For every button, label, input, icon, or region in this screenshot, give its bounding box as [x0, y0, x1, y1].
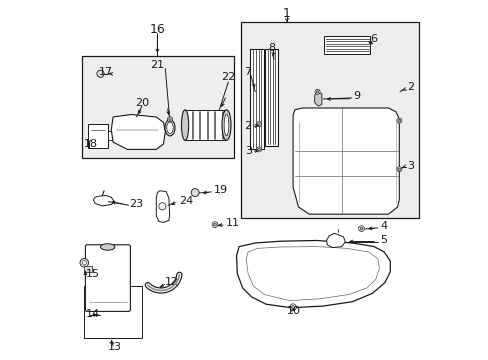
Ellipse shape: [101, 244, 115, 250]
Ellipse shape: [166, 122, 173, 134]
Text: 19: 19: [213, 185, 227, 195]
Ellipse shape: [222, 110, 230, 140]
Text: 22: 22: [221, 72, 235, 82]
Polygon shape: [93, 195, 114, 206]
Circle shape: [159, 203, 166, 210]
Bar: [249, 49, 264, 149]
Polygon shape: [111, 114, 165, 149]
Circle shape: [168, 118, 171, 120]
Text: 11: 11: [225, 218, 239, 228]
Bar: [84, 286, 142, 338]
Circle shape: [359, 227, 362, 230]
Text: 3: 3: [407, 161, 413, 171]
Text: 21: 21: [150, 60, 164, 70]
Circle shape: [80, 258, 88, 267]
Circle shape: [256, 122, 261, 127]
Text: 24: 24: [179, 196, 193, 206]
Circle shape: [191, 189, 199, 197]
Text: 16: 16: [149, 23, 165, 36]
Circle shape: [397, 120, 400, 122]
Circle shape: [257, 148, 260, 150]
Bar: [88, 124, 107, 148]
Circle shape: [212, 222, 218, 228]
Text: 18: 18: [84, 139, 98, 149]
Circle shape: [358, 226, 364, 231]
Text: 10: 10: [286, 306, 301, 316]
Bar: [323, 36, 370, 54]
Circle shape: [314, 89, 320, 94]
Bar: [107, 131, 114, 140]
Circle shape: [397, 168, 400, 170]
FancyBboxPatch shape: [85, 245, 130, 311]
Text: 1: 1: [283, 7, 290, 20]
Polygon shape: [292, 108, 399, 214]
Circle shape: [291, 305, 294, 309]
Text: 4: 4: [380, 221, 387, 231]
Circle shape: [256, 147, 261, 152]
Text: 6: 6: [370, 34, 377, 44]
Text: 20: 20: [135, 98, 149, 108]
Text: 8: 8: [267, 43, 274, 53]
Text: 13: 13: [108, 342, 122, 352]
Text: 7: 7: [244, 67, 251, 77]
Text: 5: 5: [380, 235, 387, 246]
Ellipse shape: [164, 120, 175, 136]
Circle shape: [396, 167, 401, 172]
Bar: [84, 266, 92, 272]
Circle shape: [316, 91, 318, 93]
Ellipse shape: [224, 114, 228, 136]
Circle shape: [97, 70, 104, 77]
Bar: [82, 56, 233, 158]
Polygon shape: [156, 191, 169, 222]
Circle shape: [257, 123, 260, 125]
Bar: [185, 110, 226, 140]
Circle shape: [213, 223, 216, 226]
Text: 12: 12: [164, 277, 179, 287]
Bar: [265, 49, 277, 146]
Text: 2: 2: [407, 82, 413, 92]
Circle shape: [396, 118, 401, 123]
Polygon shape: [236, 240, 389, 308]
Bar: [241, 22, 418, 218]
Text: 3: 3: [244, 146, 251, 156]
Circle shape: [167, 117, 172, 122]
Text: 2: 2: [244, 121, 251, 131]
Circle shape: [289, 304, 296, 310]
Text: 14: 14: [86, 309, 100, 319]
Polygon shape: [314, 92, 321, 106]
Text: 17: 17: [99, 67, 113, 77]
Circle shape: [82, 261, 86, 265]
Ellipse shape: [181, 110, 188, 140]
Text: 9: 9: [352, 91, 360, 102]
Text: 23: 23: [129, 199, 143, 210]
Polygon shape: [326, 233, 345, 248]
Text: 15: 15: [85, 269, 99, 279]
